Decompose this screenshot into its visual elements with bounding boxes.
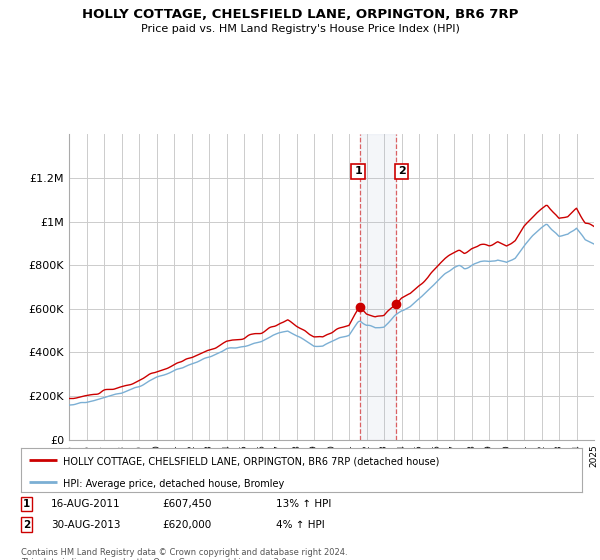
- Text: £607,450: £607,450: [162, 499, 212, 509]
- Text: HOLLY COTTAGE, CHELSFIELD LANE, ORPINGTON, BR6 7RP: HOLLY COTTAGE, CHELSFIELD LANE, ORPINGTO…: [82, 8, 518, 21]
- Text: HOLLY COTTAGE, CHELSFIELD LANE, ORPINGTON, BR6 7RP (detached house): HOLLY COTTAGE, CHELSFIELD LANE, ORPINGTO…: [63, 457, 439, 467]
- Text: £620,000: £620,000: [162, 520, 211, 530]
- Bar: [360, 134, 395, 440]
- Text: 2: 2: [23, 520, 30, 530]
- Text: HPI: Average price, detached house, Bromley: HPI: Average price, detached house, Brom…: [63, 479, 284, 489]
- Text: 1: 1: [354, 166, 362, 176]
- Text: 13% ↑ HPI: 13% ↑ HPI: [276, 499, 331, 509]
- Text: Price paid vs. HM Land Registry's House Price Index (HPI): Price paid vs. HM Land Registry's House …: [140, 24, 460, 34]
- Text: 2: 2: [398, 166, 406, 176]
- Text: 16-AUG-2011: 16-AUG-2011: [51, 499, 121, 509]
- Text: 4% ↑ HPI: 4% ↑ HPI: [276, 520, 325, 530]
- Text: 30-AUG-2013: 30-AUG-2013: [51, 520, 121, 530]
- Text: Contains HM Land Registry data © Crown copyright and database right 2024.
This d: Contains HM Land Registry data © Crown c…: [21, 548, 347, 560]
- Text: 1: 1: [23, 499, 30, 509]
